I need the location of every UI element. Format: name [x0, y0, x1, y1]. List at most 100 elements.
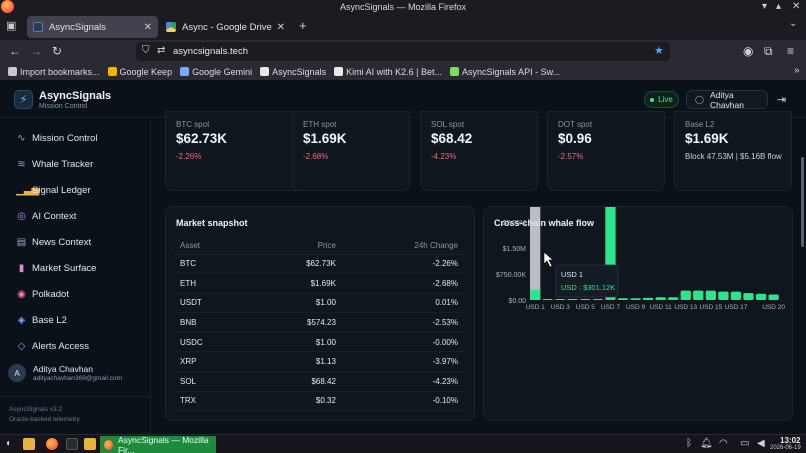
app-logo-icon[interactable]: ⚡: [14, 90, 33, 109]
permissions-icon[interactable]: ⇄: [157, 45, 166, 56]
bookmark-asyncsignals-api[interactable]: AsyncSignals API - Sw...: [450, 67, 560, 77]
bar-usd-1[interactable]: [530, 289, 541, 300]
bookmark-kimi[interactable]: Kimi AI with K2.6 | Bet...: [334, 67, 442, 77]
account-icon[interactable]: ◉: [743, 44, 754, 58]
bar-usd-11[interactable]: [655, 297, 666, 300]
minimize-icon[interactable]: ▾: [762, 1, 768, 12]
bar-usd-3[interactable]: [555, 299, 566, 300]
tab-overview-icon[interactable]: ▣: [6, 20, 17, 32]
bar-usd-6[interactable]: [592, 299, 604, 300]
asset-cell: USDC: [174, 332, 251, 353]
user-icon: ◯: [695, 95, 704, 104]
sidebar-item-mission-control[interactable]: ∿ Mission Control: [17, 132, 98, 144]
logout-icon[interactable]: ⇥: [777, 94, 787, 106]
bar-usd-9[interactable]: [630, 298, 641, 300]
firefox-launcher-icon[interactable]: [46, 438, 58, 450]
list-tabs-icon[interactable]: ⌄: [789, 18, 798, 29]
battery-icon[interactable]: ▭: [740, 438, 750, 449]
table-row[interactable]: XRP $1.13 -3.97%: [174, 351, 464, 373]
reload-icon[interactable]: ↻: [52, 44, 63, 58]
x-tick-label: USD 5: [576, 304, 596, 311]
x-tick-label: USD 17: [725, 304, 748, 311]
avatar: A: [8, 364, 26, 382]
maximize-icon[interactable]: ▴: [776, 1, 782, 12]
table-row[interactable]: ETH $1.69K -2.68%: [174, 273, 464, 294]
menu-icon[interactable]: ≡: [787, 44, 795, 58]
folder-icon[interactable]: [84, 438, 96, 450]
back-icon[interactable]: ←: [9, 44, 21, 58]
url-text[interactable]: asyncsignals.tech: [173, 46, 248, 57]
files-icon[interactable]: [23, 438, 35, 450]
forward-icon[interactable]: →: [30, 44, 42, 58]
notifications-icon[interactable]: 🔔︎: [700, 438, 713, 449]
stat-value: $68.42: [431, 131, 473, 146]
bluetooth-icon[interactable]: ᛒ: [686, 438, 692, 449]
site-info-icon[interactable]: ⛉: [142, 45, 150, 56]
tab-asyncsignals[interactable]: AsyncSignals ✕: [27, 16, 158, 38]
more-bookmarks-icon[interactable]: »: [794, 65, 800, 76]
close-tab-icon[interactable]: ✕: [143, 21, 152, 33]
sidebar-item-market-surface[interactable]: ▮ Market Surface: [0, 258, 150, 278]
table-row[interactable]: TRX $0.32 -0.10%: [174, 391, 464, 412]
bar-usd-5[interactable]: [580, 299, 591, 300]
extensions-icon[interactable]: ⧉: [764, 44, 773, 58]
sidebar-item-whale-tracker[interactable]: ≋ Whale Tracker: [17, 158, 94, 170]
bar-usd-8[interactable]: [617, 298, 629, 300]
table-row[interactable]: SOL $68.42 -4.23%: [174, 371, 464, 392]
table-row[interactable]: USDC $1.00 -0.00%: [174, 332, 464, 353]
tab-google-drive[interactable]: Async - Google Drive ✕: [160, 16, 291, 38]
whale-flow-chart[interactable]: $0.00$750.00K$1.50M$2.25M$3.00MUSD 1USD …: [484, 207, 794, 422]
bar-usd-2[interactable]: [542, 299, 553, 300]
sidebar-footer-text: Oracle-backed telemetry: [9, 416, 80, 423]
bar-usd-15[interactable]: [705, 290, 716, 300]
user-menu-button[interactable]: ◯ Aditya Chavhan: [686, 90, 768, 110]
sidebar-user-name: Aditya Chavhan: [33, 364, 94, 374]
page-scrollbar[interactable]: [801, 157, 804, 247]
system-menu-icon[interactable]: ◐: [6, 438, 13, 449]
bar-usd-16[interactable]: [718, 291, 729, 300]
wifi-icon[interactable]: ◠: [719, 438, 728, 449]
bar-usd-14[interactable]: [693, 290, 704, 300]
sidebar-item-signal-ledger[interactable]: ▁▃▅ Signal Ledger: [16, 184, 91, 196]
app-title: AsyncSignals: [39, 90, 112, 102]
volume-icon[interactable]: ◀︎: [757, 438, 765, 449]
bar-usd-10[interactable]: [642, 297, 654, 300]
table-row[interactable]: BTC $62.73K -2.26%: [174, 254, 464, 275]
bar-usd-12[interactable]: [668, 297, 679, 300]
bar-usd-18[interactable]: [743, 293, 754, 300]
firefox-logo-icon[interactable]: [1, 0, 14, 13]
bookmark-star-icon[interactable]: ★: [654, 45, 664, 57]
bar-usd-4[interactable]: [567, 299, 578, 300]
x-tick-label: USD 13: [674, 304, 697, 311]
bookmark-google-keep[interactable]: Google Keep: [107, 67, 172, 77]
sidebar-user[interactable]: A Aditya Chavhan adityachavhan369@gmail.…: [8, 363, 148, 389]
price-cell: $68.42: [250, 371, 342, 392]
taskbar-firefox-window[interactable]: AsyncSignals — Mozilla Fir...: [100, 435, 216, 453]
new-tab-icon[interactable]: +: [299, 18, 307, 33]
swagger-icon: [450, 67, 460, 76]
tooltip-label: USD 1: [561, 270, 583, 279]
asset-cell: TRX: [174, 391, 251, 412]
news-icon: ▤: [16, 236, 27, 248]
terminal-icon[interactable]: [66, 438, 78, 450]
bookmark-asyncsignals[interactable]: AsyncSignals: [260, 67, 326, 77]
table-row[interactable]: USDT $1.00 0.01%: [174, 293, 464, 314]
sidebar-item-base-l2[interactable]: ◈ Base L2: [17, 314, 67, 326]
x-tick-label: USD 9: [626, 304, 646, 311]
sidebar-item-alerts-access[interactable]: ◇ Alerts Access: [17, 340, 90, 352]
bar-usd-17[interactable]: [730, 291, 742, 300]
close-tab-icon[interactable]: ✕: [276, 21, 285, 33]
bar-usd-19[interactable]: [755, 293, 767, 300]
bookmark-import[interactable]: Import bookmarks...: [8, 67, 100, 77]
bookmark-google-gemini[interactable]: Google Gemini: [180, 67, 252, 77]
close-window-icon[interactable]: ✕: [792, 1, 801, 12]
chart-tooltip: [555, 264, 619, 298]
sidebar-item-ai-context[interactable]: ◎ AI Context: [17, 210, 77, 222]
bar-usd-13[interactable]: [680, 290, 691, 300]
sidebar-item-polkadot[interactable]: ◉ Polkadot: [17, 288, 69, 300]
url-bar[interactable]: ⛉ ⇄ asyncsignals.tech ★: [136, 42, 670, 61]
bar-usd-20[interactable]: [768, 294, 779, 300]
table-row[interactable]: BNB $574.23 -2.53%: [174, 312, 464, 333]
sidebar-item-news-context[interactable]: ▤ News Context: [16, 236, 92, 248]
app-version: AsyncSignals v3.2: [9, 406, 63, 413]
